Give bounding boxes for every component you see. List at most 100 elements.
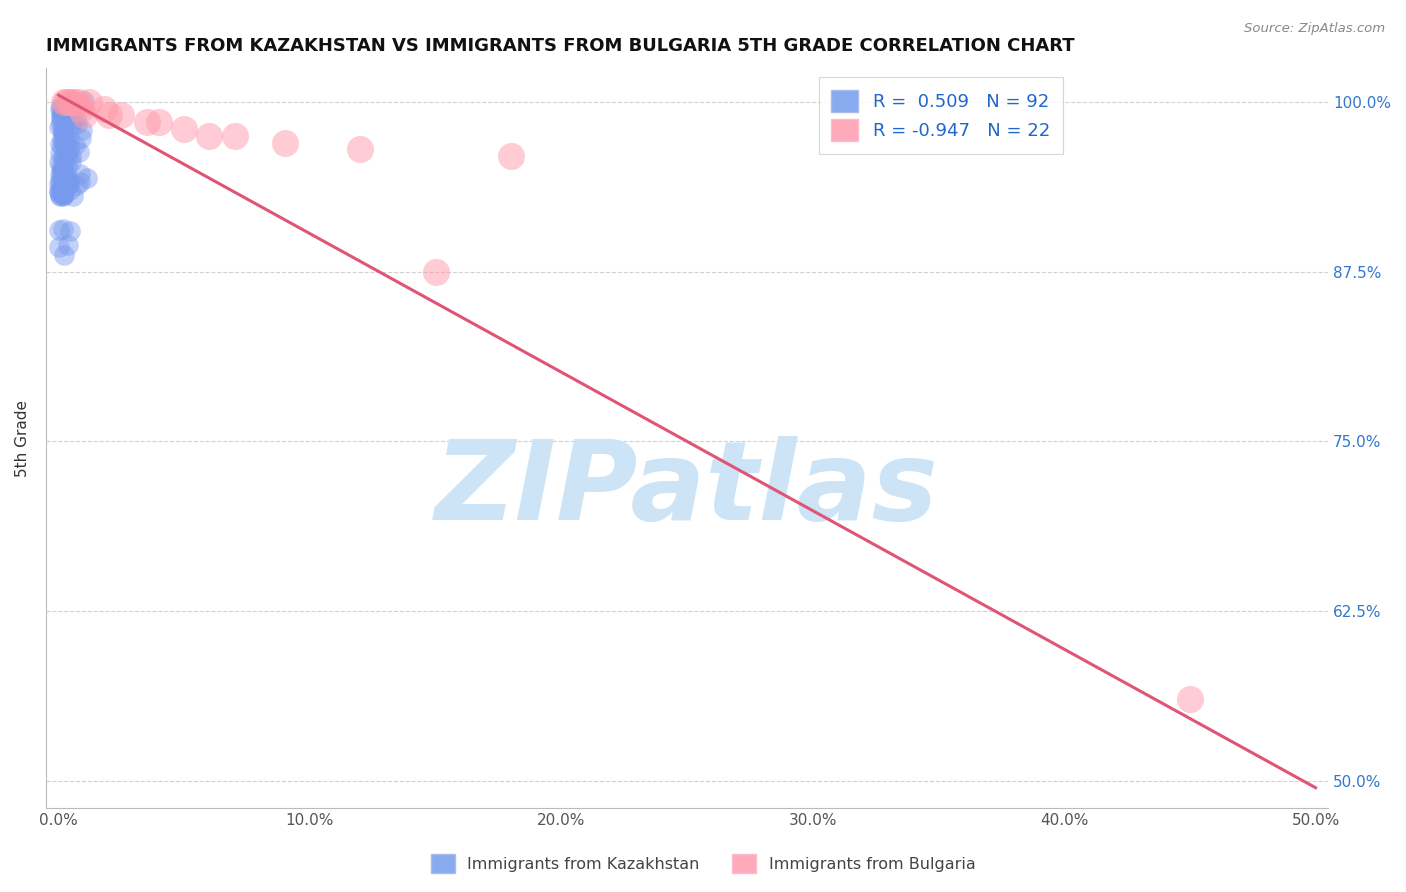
- Point: [48, 168, 70, 182]
- Point: [59, 140, 82, 154]
- Point: [69, 167, 91, 181]
- Legend: R =  0.509   N = 92, R = -0.947   N = 22: R = 0.509 N = 92, R = -0.947 N = 22: [818, 77, 1063, 153]
- Point: [51, 138, 73, 153]
- Point: [49, 110, 72, 124]
- Point: [62, 101, 84, 115]
- Point: [52, 162, 75, 177]
- Point: [51, 163, 73, 178]
- Point: [48, 239, 70, 253]
- Point: [56, 112, 79, 126]
- Y-axis label: 5th Grade: 5th Grade: [15, 400, 30, 476]
- Point: [93, 102, 115, 116]
- Point: [49, 102, 72, 116]
- Point: [52, 222, 75, 236]
- Point: [70, 123, 93, 137]
- Point: [67, 95, 90, 109]
- Point: [62, 95, 84, 109]
- Point: [48, 120, 70, 134]
- Point: [51, 132, 73, 146]
- Point: [52, 186, 75, 201]
- Text: ZIPatlas: ZIPatlas: [436, 436, 939, 543]
- Point: [52, 187, 75, 202]
- Point: [49, 105, 72, 120]
- Point: [53, 99, 76, 113]
- Point: [52, 114, 75, 128]
- Point: [60, 95, 83, 109]
- Point: [63, 138, 86, 153]
- Point: [49, 189, 72, 203]
- Point: [52, 95, 75, 109]
- Point: [59, 155, 82, 169]
- Point: [70, 102, 93, 116]
- Point: [56, 139, 79, 153]
- Point: [55, 147, 77, 161]
- Point: [51, 126, 73, 140]
- Point: [224, 128, 246, 143]
- Point: [53, 127, 76, 141]
- Point: [51, 120, 73, 135]
- Point: [148, 115, 170, 129]
- Point: [70, 131, 93, 145]
- Point: [52, 103, 75, 117]
- Point: [49, 174, 72, 188]
- Point: [48, 145, 70, 160]
- Point: [52, 106, 75, 120]
- Point: [52, 155, 75, 169]
- Point: [97, 108, 120, 122]
- Point: [48, 184, 70, 198]
- Legend: Immigrants from Kazakhstan, Immigrants from Bulgaria: Immigrants from Kazakhstan, Immigrants f…: [425, 847, 981, 880]
- Point: [56, 176, 79, 190]
- Point: [52, 125, 75, 139]
- Point: [198, 128, 221, 143]
- Point: [53, 186, 76, 200]
- Point: [56, 174, 79, 188]
- Point: [49, 111, 72, 125]
- Point: [173, 122, 195, 136]
- Point: [52, 172, 75, 186]
- Point: [48, 155, 70, 169]
- Point: [135, 115, 157, 129]
- Point: [66, 178, 89, 192]
- Point: [1178, 692, 1201, 706]
- Point: [58, 95, 80, 109]
- Point: [56, 149, 79, 163]
- Point: [53, 179, 76, 194]
- Point: [59, 183, 82, 197]
- Point: [51, 158, 73, 172]
- Point: [53, 150, 76, 164]
- Point: [53, 133, 76, 147]
- Point: [51, 178, 73, 193]
- Text: IMMIGRANTS FROM KAZAKHSTAN VS IMMIGRANTS FROM BULGARIA 5TH GRADE CORRELATION CHA: IMMIGRANTS FROM KAZAKHSTAN VS IMMIGRANTS…: [46, 37, 1074, 55]
- Point: [51, 107, 73, 121]
- Point: [52, 248, 75, 262]
- Point: [62, 189, 84, 203]
- Point: [51, 170, 73, 185]
- Point: [58, 131, 80, 145]
- Point: [77, 95, 100, 109]
- Point: [51, 163, 73, 178]
- Point: [49, 136, 72, 151]
- Point: [73, 95, 96, 109]
- Text: Source: ZipAtlas.com: Source: ZipAtlas.com: [1244, 22, 1385, 36]
- Point: [59, 119, 82, 133]
- Point: [52, 106, 75, 120]
- Point: [55, 112, 77, 127]
- Point: [48, 187, 70, 202]
- Point: [76, 170, 98, 185]
- Point: [52, 110, 75, 124]
- Point: [51, 115, 73, 129]
- Point: [65, 112, 87, 127]
- Point: [56, 160, 79, 174]
- Point: [49, 183, 72, 197]
- Point: [58, 95, 80, 110]
- Point: [59, 149, 82, 163]
- Point: [49, 99, 72, 113]
- Point: [73, 108, 96, 122]
- Point: [51, 163, 73, 178]
- Point: [59, 224, 82, 238]
- Point: [274, 136, 297, 150]
- Point: [52, 189, 75, 203]
- Point: [499, 149, 522, 163]
- Point: [60, 113, 83, 128]
- Point: [349, 143, 371, 157]
